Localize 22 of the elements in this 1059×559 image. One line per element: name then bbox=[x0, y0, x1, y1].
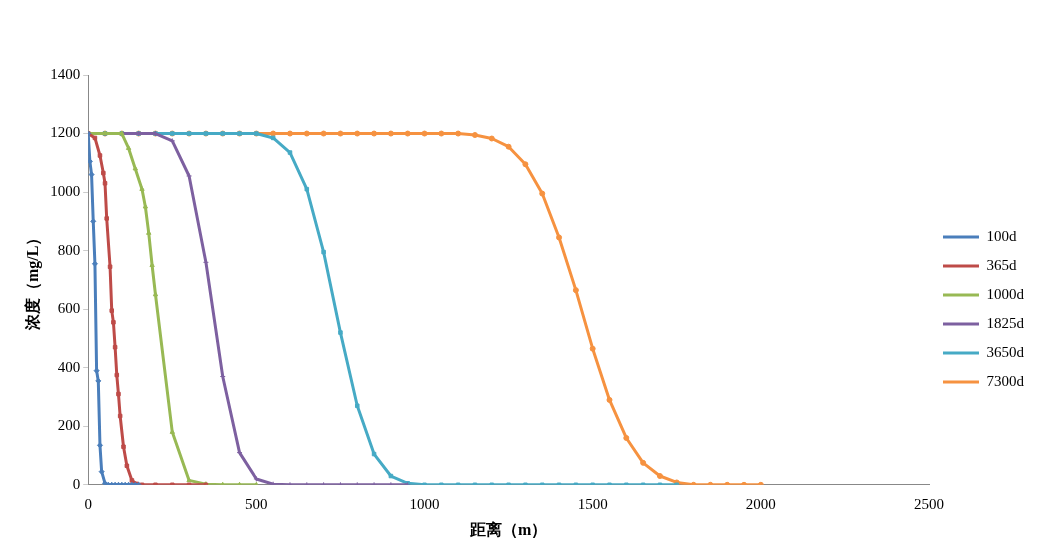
y-tick-label: 400 bbox=[57, 358, 81, 375]
y-tick-label: 0 bbox=[72, 475, 81, 492]
x-tick-label: 1500 bbox=[577, 495, 608, 512]
x-tick-label: 1000 bbox=[409, 495, 440, 512]
y-tick-label: 600 bbox=[57, 300, 81, 317]
y-tick-label: 1000 bbox=[50, 183, 81, 200]
legend-label: 1825d bbox=[986, 314, 1025, 331]
legend-label: 7300d bbox=[986, 372, 1025, 389]
x-tick-label: 0 bbox=[84, 495, 92, 512]
legend-label: 100d bbox=[986, 227, 1017, 244]
y-tick-label: 1400 bbox=[50, 65, 81, 82]
x-tick-label: 2500 bbox=[914, 495, 944, 512]
x-axis-title: 距离（m） bbox=[468, 519, 548, 539]
legend-label: 1000d bbox=[986, 285, 1025, 302]
legend-label: 365d bbox=[986, 256, 1017, 273]
y-tick-label: 800 bbox=[57, 241, 81, 258]
x-tick-label: 2000 bbox=[745, 495, 776, 512]
y-tick-label: 200 bbox=[57, 417, 81, 434]
y-axis-title: 浓度（mg/L） bbox=[22, 229, 42, 332]
x-tick-label: 500 bbox=[245, 495, 268, 512]
legend-label: 3650d bbox=[986, 343, 1025, 360]
y-tick-label: 1200 bbox=[50, 124, 81, 141]
